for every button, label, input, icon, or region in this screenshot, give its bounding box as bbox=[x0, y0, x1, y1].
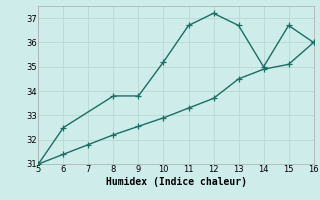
X-axis label: Humidex (Indice chaleur): Humidex (Indice chaleur) bbox=[106, 177, 246, 187]
